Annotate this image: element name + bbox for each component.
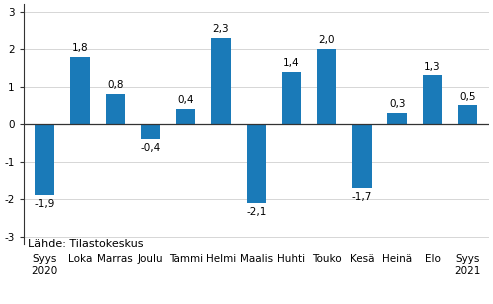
Bar <box>35 124 54 195</box>
Text: Lähde: Tilastokeskus: Lähde: Tilastokeskus <box>28 239 144 249</box>
Bar <box>141 124 160 139</box>
Text: 0,5: 0,5 <box>459 92 476 102</box>
Bar <box>282 72 301 124</box>
Text: -2,1: -2,1 <box>246 207 266 217</box>
Bar <box>176 109 195 124</box>
Bar <box>106 94 125 124</box>
Text: 1,8: 1,8 <box>71 43 88 53</box>
Text: 1,3: 1,3 <box>424 62 441 72</box>
Text: 2,3: 2,3 <box>212 24 229 34</box>
Bar <box>211 38 231 124</box>
Bar <box>70 57 90 124</box>
Text: 0,8: 0,8 <box>107 81 123 90</box>
Bar <box>423 75 442 124</box>
Text: -1,9: -1,9 <box>35 199 55 209</box>
Text: -1,7: -1,7 <box>352 192 372 202</box>
Bar <box>352 124 372 188</box>
Bar <box>246 124 266 203</box>
Bar <box>387 113 407 124</box>
Text: 0,4: 0,4 <box>177 95 194 105</box>
Text: 2,0: 2,0 <box>318 36 335 45</box>
Text: 1,4: 1,4 <box>283 58 300 68</box>
Text: -0,4: -0,4 <box>141 143 161 153</box>
Text: 0,3: 0,3 <box>389 99 405 109</box>
Bar <box>458 105 477 124</box>
Bar <box>317 49 336 124</box>
